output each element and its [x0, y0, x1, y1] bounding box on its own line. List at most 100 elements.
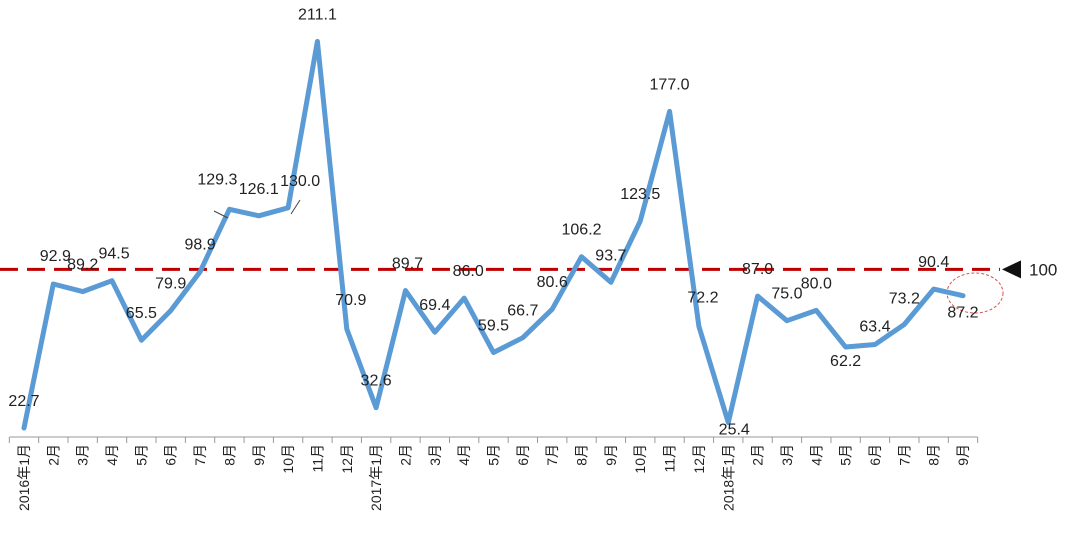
x-tick-label: 12月 — [339, 444, 355, 474]
data-label: 70.9 — [335, 292, 366, 309]
x-tick-label: 12月 — [691, 444, 707, 474]
x-tick-label: 9月 — [603, 444, 619, 466]
x-tick-label: 6月 — [163, 444, 179, 466]
data-label: 59.5 — [478, 318, 509, 335]
data-point — [374, 406, 378, 410]
data-point — [492, 351, 495, 355]
data-point — [932, 287, 936, 291]
x-tick-label: 2018年1月 — [720, 444, 736, 511]
data-label: 86.0 — [453, 263, 484, 280]
data-point — [550, 307, 554, 311]
x-tick-labels-group: 2016年1月 2月 3月 4月 5月 6月 7月 8月 9月 10月 11月 12月 2017年1月 2… — [16, 444, 971, 511]
data-label: 89.7 — [392, 256, 423, 273]
x-tick-label: 9月 — [251, 444, 267, 466]
data-label: 73.2 — [889, 290, 920, 307]
data-label: 62.2 — [830, 353, 861, 370]
data-point — [726, 420, 730, 424]
data-point — [873, 343, 877, 347]
x-tick-label: 3月 — [427, 444, 443, 466]
x-tick-label: 4月 — [808, 444, 824, 466]
x-tick-label: 3月 — [75, 444, 91, 466]
x-tick-label: 11月 — [309, 444, 325, 473]
x-axis — [8, 436, 979, 443]
data-label: 106.2 — [562, 222, 602, 239]
data-label: 123.5 — [620, 186, 660, 203]
x-tick-label: 5月 — [838, 444, 854, 466]
data-point — [521, 336, 525, 340]
data-label: 25.4 — [719, 421, 750, 438]
data-point — [22, 426, 26, 430]
x-tick-label: 5月 — [133, 444, 149, 466]
data-label: 22.7 — [8, 393, 39, 410]
data-point — [814, 308, 818, 312]
x-tick-label: 3月 — [779, 444, 795, 466]
data-point — [139, 338, 143, 342]
x-tick-label: 10月 — [280, 444, 296, 474]
data-point — [345, 327, 349, 331]
x-tick-label: 6月 — [867, 444, 883, 466]
x-tick-label: 2月 — [397, 444, 413, 466]
x-tick-label: 8月 — [926, 444, 942, 466]
series-group — [21, 38, 966, 431]
data-point — [110, 279, 114, 283]
data-point — [169, 309, 173, 313]
x-tick-label: 9月 — [955, 444, 971, 466]
data-label: 93.7 — [595, 247, 626, 264]
data-label: 94.5 — [98, 246, 129, 263]
data-label: 98.9 — [184, 237, 215, 254]
data-label: 69.4 — [419, 297, 450, 314]
data-point — [638, 219, 642, 223]
data-point — [902, 322, 906, 326]
data-label: 90.4 — [918, 254, 949, 271]
leader-line — [213, 210, 229, 219]
data-label: 129.3 — [197, 171, 237, 188]
data-label: 89.2 — [67, 257, 98, 274]
data-point — [51, 282, 55, 286]
data-point — [697, 324, 701, 328]
data-label: 80.0 — [801, 275, 832, 292]
x-tick-label: 7月 — [544, 444, 560, 466]
data-label: 65.5 — [126, 305, 157, 322]
data-label: 211.1 — [298, 6, 337, 23]
x-tick-label: 2月 — [45, 444, 61, 466]
data-point — [961, 294, 965, 298]
data-label: 66.7 — [507, 303, 538, 320]
reference-line-label: 100 — [1029, 260, 1057, 279]
reference-line-group: 100 — [0, 260, 1057, 314]
data-point — [81, 290, 85, 294]
data-point — [756, 294, 760, 298]
x-tick-label: 11月 — [662, 444, 678, 473]
x-tick-label: 2016年1月 — [16, 444, 32, 511]
data-point — [785, 319, 789, 323]
data-point — [462, 296, 466, 300]
data-point — [227, 207, 231, 211]
x-tick-label: 7月 — [192, 444, 208, 466]
data-label: 79.9 — [155, 276, 186, 293]
x-tick-label: 4月 — [104, 444, 120, 466]
data-label: 92.9 — [40, 248, 71, 265]
x-tick-label: 4月 — [456, 444, 472, 466]
leader-line — [290, 199, 301, 215]
data-label: 177.0 — [650, 76, 690, 93]
data-point — [609, 280, 613, 284]
x-tick-label: 2017年1月 — [368, 444, 384, 511]
data-label: 87.0 — [742, 261, 773, 278]
data-point — [403, 289, 407, 293]
data-label: 75.0 — [771, 286, 802, 303]
data-label: 130.0 — [280, 173, 320, 190]
data-label: 126.1 — [239, 181, 279, 198]
data-point — [286, 206, 290, 210]
data-point — [433, 330, 437, 334]
data-label: 32.6 — [361, 373, 392, 390]
data-point — [668, 109, 672, 113]
data-point — [315, 39, 319, 43]
data-label: 63.4 — [859, 319, 890, 336]
x-tick-label: 7月 — [896, 444, 912, 466]
data-point — [580, 255, 584, 259]
data-point — [257, 214, 261, 218]
data-point — [198, 270, 202, 274]
data-label: 87.2 — [947, 305, 978, 322]
series-line — [21, 38, 966, 431]
reference-marker-triangle-icon — [1002, 260, 1021, 279]
